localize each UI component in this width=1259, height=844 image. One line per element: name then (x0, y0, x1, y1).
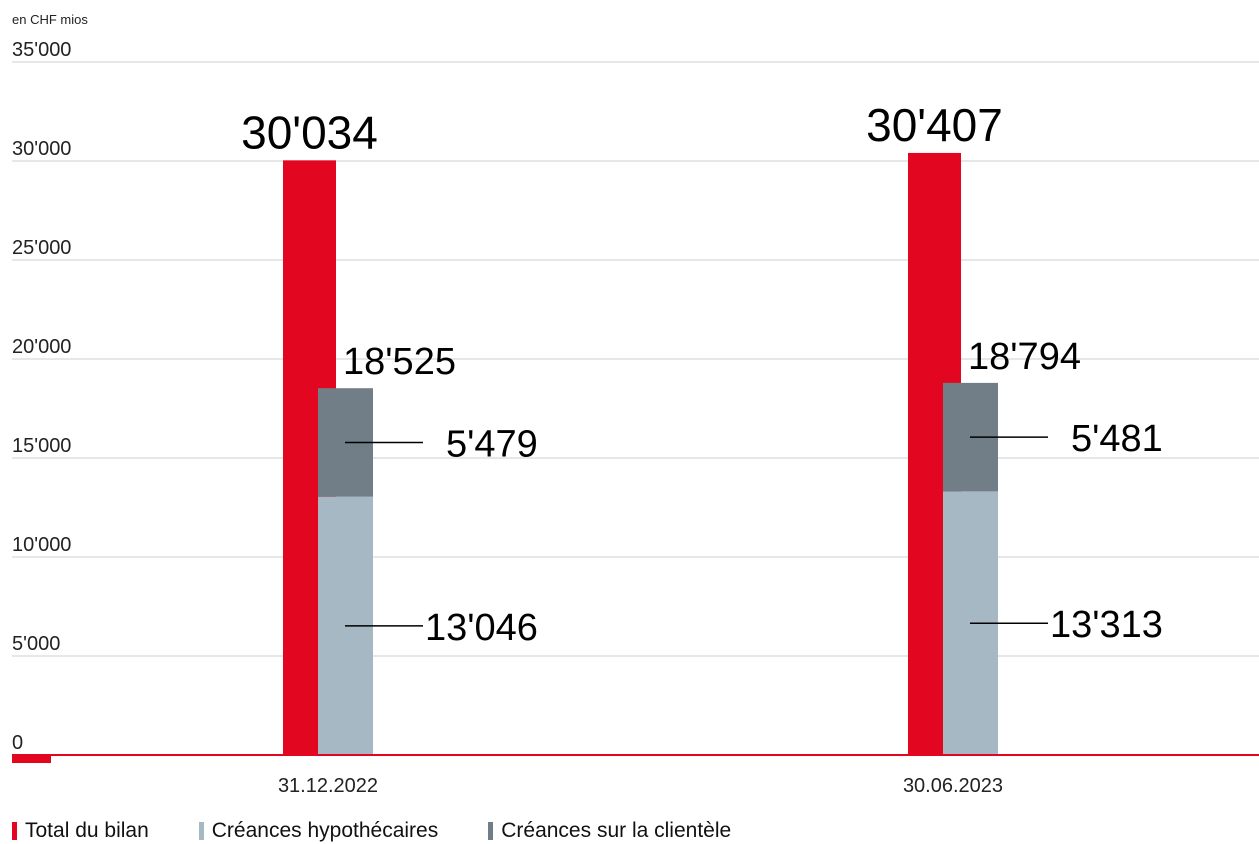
leader-lines (345, 436, 1048, 627)
y-tick-label-10'000: 10'000 (12, 534, 71, 556)
axis-origin-marker (12, 755, 51, 763)
legend: Total du bilan Créances hypothécaires Cr… (12, 818, 781, 844)
balance-chart: en CHF mios 0 5'000 10'000 15'000 20'000 25'0… (12, 12, 1259, 797)
y-tick-label-5'000: 5'000 (12, 633, 60, 655)
gridlines (12, 61, 1259, 657)
y-tick-label-30'000: 30'000 (12, 138, 71, 160)
unit-label: en CHF mios (12, 12, 88, 27)
y-tick-label-15'000: 15'000 (12, 435, 71, 457)
legend-label-total: Total du bilan (25, 819, 149, 842)
label-mortgage-30.06.2023: 13'313 (1050, 604, 1163, 646)
y-tick-label-35'000: 35'000 (12, 39, 71, 61)
label-mortgage-31.12.2022: 13'046 (425, 607, 538, 649)
label-total-31.12.2022: 30'034 (241, 106, 378, 158)
label-stack-total-31.12.2022: 18'525 (343, 341, 456, 383)
y-tick-label-25'000: 25'000 (12, 237, 71, 259)
x-category-label-31.12.2022: 31.12.2022 (278, 775, 378, 797)
legend-swatch-client (488, 822, 494, 840)
data-labels: 30'034 18'525 5'479 13'046 30'407 18'794 5'481… (241, 99, 1163, 649)
legend-item-total: Total du bilan (12, 818, 149, 844)
label-client-30.06.2023: 5'481 (1071, 418, 1163, 460)
x-category-label-30.06.2023: 30.06.2023 (903, 775, 1003, 797)
y-tick-label-0: 0 (12, 732, 23, 754)
legend-item-mortgage: Créances hypothécaires (198, 818, 439, 844)
legend-item-client: Créances sur la clientèle (488, 818, 731, 844)
legend-label-client: Créances sur la clientèle (501, 819, 732, 842)
label-stack-total-30.06.2023: 18'794 (968, 336, 1081, 378)
x-axis: 31.12.2022 30.06.2023 (12, 754, 1259, 797)
bars (283, 152, 998, 756)
legend-swatch-mortgage (198, 822, 204, 840)
legend-swatch-total (12, 822, 17, 840)
y-axis-tick-labels: 0 5'000 10'000 15'000 20'000 25'000 30'000 35'0… (12, 39, 71, 754)
legend-label-mortgage: Créances hypothécaires (211, 819, 439, 842)
label-client-31.12.2022: 5'479 (446, 423, 538, 465)
label-total-30.06.2023: 30'407 (866, 99, 1003, 151)
y-tick-label-20'000: 20'000 (12, 336, 71, 358)
